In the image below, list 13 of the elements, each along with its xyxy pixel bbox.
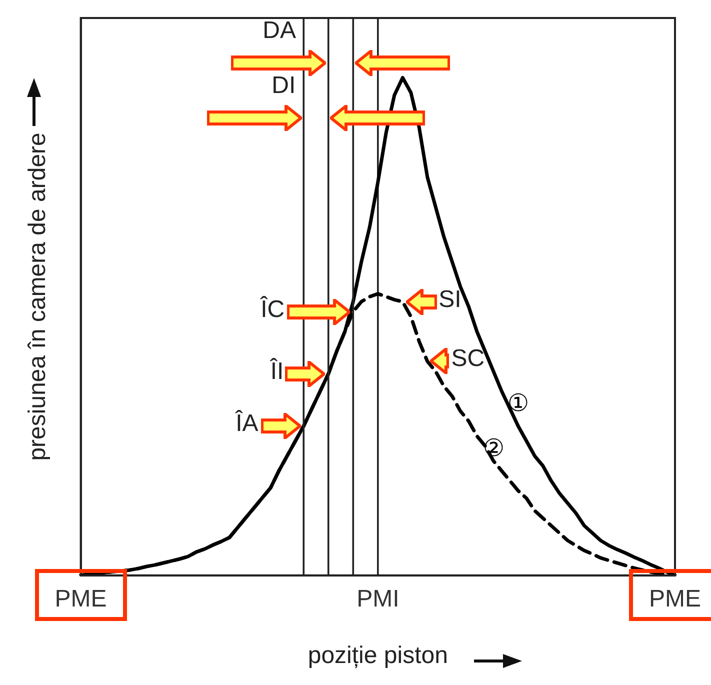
x-axis-title: poziție piston <box>308 642 448 670</box>
x-tick-label: PME <box>54 585 107 612</box>
y-axis-title: presiunea în camera de ardere <box>24 132 52 461</box>
annotation: DI <box>272 72 296 100</box>
x-tick-label: PMI <box>356 585 400 612</box>
annotation: SI <box>438 286 462 314</box>
annotation: ÎI <box>270 358 284 386</box>
annotation: ÎA <box>236 410 258 438</box>
annotation: ÎC <box>260 296 285 324</box>
annotation: SC <box>451 345 485 374</box>
x-tick-label: PME <box>648 585 702 612</box>
series-label: ① <box>508 388 530 418</box>
text: DA <box>262 17 296 45</box>
